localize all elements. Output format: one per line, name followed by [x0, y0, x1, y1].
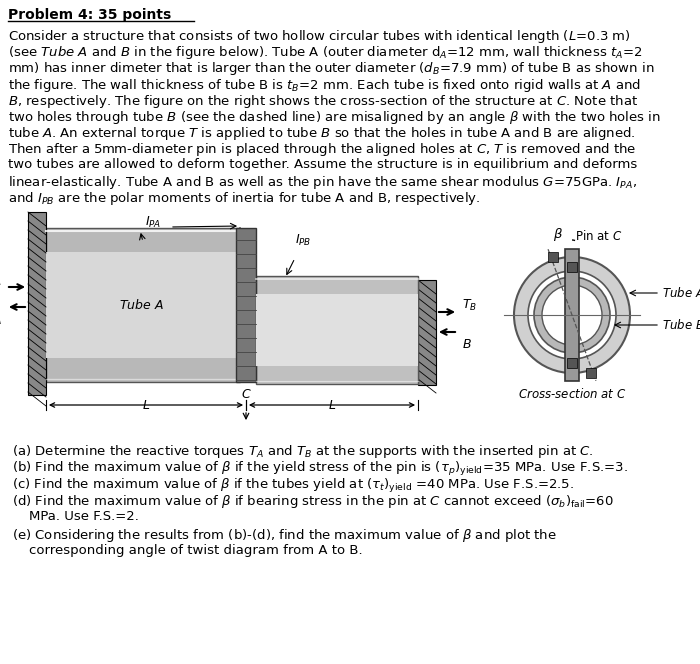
Ellipse shape	[534, 277, 610, 353]
Polygon shape	[256, 276, 418, 384]
Ellipse shape	[528, 271, 616, 359]
Text: $\mathit{I}_{PA}$: $\mathit{I}_{PA}$	[145, 215, 162, 230]
Polygon shape	[548, 252, 558, 262]
Text: $A$: $A$	[0, 313, 2, 327]
Text: linear-elastically. Tube A and B as well as the pin have the same shear modulus : linear-elastically. Tube A and B as well…	[8, 174, 637, 191]
Text: Cross-section at $C$: Cross-section at $C$	[518, 387, 626, 401]
Text: (see $Tube\ A$ and $B$ in the figure below). Tube A (outer diameter d$_A$=12 mm,: (see $Tube\ A$ and $B$ in the figure bel…	[8, 44, 642, 61]
Text: $B$: $B$	[462, 339, 472, 351]
Text: $L$: $L$	[142, 399, 150, 412]
Text: (b) Find the maximum value of $\beta$ if the yield stress of the pin is $(\tau_p: (b) Find the maximum value of $\beta$ if…	[12, 459, 628, 478]
Text: $C$: $C$	[241, 388, 251, 401]
Text: $T_B$: $T_B$	[462, 297, 477, 313]
Ellipse shape	[514, 257, 630, 373]
Ellipse shape	[542, 285, 602, 345]
Polygon shape	[46, 252, 244, 358]
Text: (e) Considering the results from (b)-(d), find the maximum value of $\beta$ and : (e) Considering the results from (b)-(d)…	[12, 527, 556, 544]
Text: the figure. The wall thickness of tube B is $t_B$=2 mm. Each tube is fixed onto : the figure. The wall thickness of tube B…	[8, 76, 641, 94]
Text: Tube $A$: Tube $A$	[118, 298, 163, 312]
Polygon shape	[46, 228, 240, 382]
Polygon shape	[567, 358, 577, 368]
Text: (a) Determine the reactive torques $T_A$ and $T_B$ at the supports with the inse: (a) Determine the reactive torques $T_A$…	[12, 443, 594, 460]
Text: Consider a structure that consists of two hollow circular tubes with identical l: Consider a structure that consists of tw…	[8, 28, 631, 45]
Text: Tube $B$: Tube $B$	[314, 323, 360, 337]
Polygon shape	[236, 228, 256, 382]
Text: $L$: $L$	[328, 399, 336, 412]
Text: mm) has inner dimeter that is larger than the outer diameter ($d_B$=7.9 mm) of t: mm) has inner dimeter that is larger tha…	[8, 60, 655, 78]
Text: Then after a 5mm-diameter pin is placed through the aligned holes at $C$, $T$ is: Then after a 5mm-diameter pin is placed …	[8, 141, 636, 159]
Text: tube $A$. An external torque $T$ is applied to tube $B$ so that the holes in tub: tube $A$. An external torque $T$ is appl…	[8, 125, 636, 142]
Text: two holes through tube $B$ (see the dashed line) are misaligned by an angle $\be: two holes through tube $B$ (see the dash…	[8, 109, 661, 126]
Text: (c) Find the maximum value of $\beta$ if the tubes yield at $(\tau_t)_\mathrm{yi: (c) Find the maximum value of $\beta$ if…	[12, 477, 574, 495]
Polygon shape	[586, 368, 596, 378]
Text: Pin at $C$: Pin at $C$	[575, 229, 622, 243]
Text: corresponding angle of twist diagram from A to B.: corresponding angle of twist diagram fro…	[12, 544, 363, 557]
Text: MPa. Use F.S.=2.: MPa. Use F.S.=2.	[12, 510, 139, 523]
Text: $T_A$: $T_A$	[0, 272, 2, 288]
Text: Tube $B$: Tube $B$	[662, 318, 700, 332]
Polygon shape	[418, 280, 436, 385]
Text: and $I_{PB}$ are the polar moments of inertia for tube A and B, respectively.: and $I_{PB}$ are the polar moments of in…	[8, 190, 480, 207]
Polygon shape	[565, 249, 579, 381]
Polygon shape	[256, 294, 418, 366]
Text: (d) Find the maximum value of $\beta$ if bearing stress in the pin at $C$ cannot: (d) Find the maximum value of $\beta$ if…	[12, 493, 614, 511]
Text: $B$, respectively. The figure on the right shows the cross-section of the struct: $B$, respectively. The figure on the rig…	[8, 93, 638, 110]
Text: $\mathit{I}_{PB}$: $\mathit{I}_{PB}$	[295, 233, 312, 248]
Text: two tubes are allowed to deform together. Assume the structure is in equilibrium: two tubes are allowed to deform together…	[8, 157, 637, 171]
Text: Tube $A$: Tube $A$	[662, 286, 700, 300]
Polygon shape	[567, 262, 577, 272]
Polygon shape	[28, 212, 46, 395]
Text: Problem 4: 35 points: Problem 4: 35 points	[8, 8, 171, 22]
Text: $\beta$: $\beta$	[553, 226, 563, 243]
